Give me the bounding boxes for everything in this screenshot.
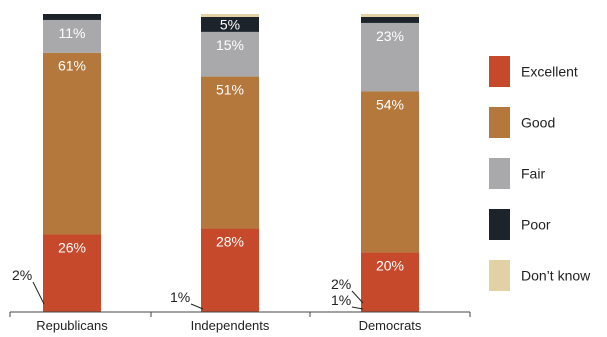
data-label-democrats-poor: 2%: [331, 276, 351, 292]
leader-line-independents-don-t-know: [190, 303, 204, 310]
legend-swatch-excellent: [489, 56, 510, 87]
data-label-republicans-poor: 2%: [12, 267, 32, 283]
legend: Excellent Good Fair Poor Don’t know: [489, 56, 591, 291]
labels-group: 26%61%11%2%28%51%15%5%1%20%54%23%2%1%: [12, 16, 404, 310]
bar-independents-good: [201, 76, 259, 229]
data-label-independents-don-t-know: 1%: [170, 289, 190, 305]
bar-independents-excellent: [201, 228, 259, 312]
bar-republicans-fair: [43, 19, 101, 53]
bar-republicans-excellent: [43, 234, 101, 312]
legend-label-good: Good: [521, 115, 555, 131]
leader-line-democrats-don-t-know: [351, 306, 364, 310]
data-label-democrats-don-t-know: 1%: [331, 292, 351, 308]
legend-label-fair: Fair: [521, 166, 545, 182]
bar-democrats-excellent: [361, 252, 419, 312]
legend-swatch-good: [489, 107, 510, 138]
data-label-democrats-good: 54%: [376, 96, 404, 112]
bar-republicans-good: [43, 52, 101, 235]
bar-democrats-good: [361, 91, 419, 253]
category-axis: Republicans Independents Democrats: [9, 311, 471, 333]
bar-democrats-don-t-know: [361, 14, 419, 17]
data-label-democrats-fair: 23%: [376, 28, 404, 44]
leader-line-democrats-poor: [351, 290, 364, 304]
category-label-independents: Independents: [191, 318, 270, 333]
data-label-republicans-good: 61%: [58, 58, 86, 74]
bar-democrats-fair: [361, 22, 419, 92]
legend-swatch-don-t-know: [489, 260, 510, 291]
bar-independents-poor: [201, 16, 259, 32]
data-label-independents-good: 51%: [216, 82, 244, 98]
bar-independents-fair: [201, 31, 259, 77]
legend-label-poor: Poor: [521, 217, 551, 233]
data-label-democrats-excellent: 20%: [376, 257, 404, 273]
data-label-republicans-excellent: 26%: [58, 240, 86, 256]
data-label-republicans-fair: 11%: [59, 25, 86, 41]
data-label-independents-poor: 5%: [220, 16, 240, 32]
legend-swatch-poor: [489, 209, 510, 240]
category-label-democrats: Democrats: [359, 318, 422, 333]
bars-group: [43, 14, 419, 312]
bar-democrats-poor: [361, 16, 419, 23]
bar-republicans-poor: [43, 14, 101, 20]
data-label-independents-excellent: 28%: [216, 234, 244, 250]
legend-swatch-fair: [489, 158, 510, 189]
data-label-independents-fair: 15%: [216, 37, 244, 53]
category-label-republicans: Republicans: [36, 318, 108, 333]
leader-line-republicans-poor: [32, 281, 45, 305]
legend-label-excellent: Excellent: [521, 64, 578, 80]
bar-independents-don-t-know: [201, 14, 259, 17]
legend-label-don-t-know: Don’t know: [521, 268, 591, 284]
